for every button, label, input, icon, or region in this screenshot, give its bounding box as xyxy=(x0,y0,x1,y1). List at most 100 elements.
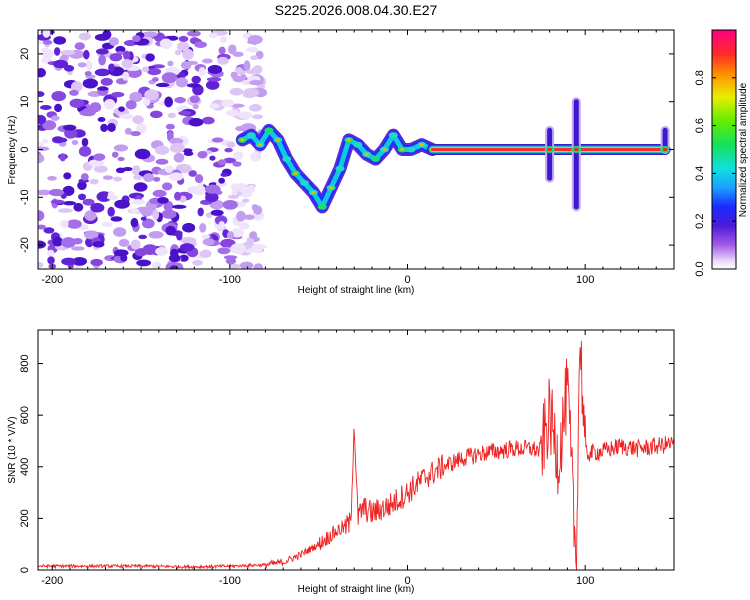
noise-blob xyxy=(38,240,46,249)
noise-blob xyxy=(61,237,76,248)
noise-blob xyxy=(228,44,237,55)
spike-center-core xyxy=(573,147,579,152)
noise-blob xyxy=(141,218,155,229)
noise-blob xyxy=(60,219,69,229)
noise-blob xyxy=(167,112,176,119)
noise-blob xyxy=(66,219,82,229)
noise-blob xyxy=(40,104,52,110)
x-tick-label: -200 xyxy=(41,274,63,286)
noise-blob xyxy=(247,184,256,194)
noise-blob xyxy=(192,104,199,110)
noise-blob xyxy=(112,176,123,182)
noise-blob xyxy=(233,151,244,160)
noise-blob xyxy=(249,80,264,86)
noise-blob xyxy=(223,157,237,164)
noise-blob xyxy=(58,208,73,213)
noise-blob xyxy=(205,80,220,90)
noise-blob xyxy=(136,259,152,267)
ridge-point-core xyxy=(275,138,280,142)
noise-blob xyxy=(38,114,47,125)
x-tick-label: -100 xyxy=(219,575,241,587)
noise-blob xyxy=(140,216,147,221)
noise-blob xyxy=(152,209,160,220)
spectrogram-frame xyxy=(37,29,675,270)
noise-blob xyxy=(250,151,262,162)
noise-blob xyxy=(117,156,125,162)
noise-blob xyxy=(202,58,213,64)
noise-blob xyxy=(38,189,52,196)
noise-blob xyxy=(48,188,65,197)
noise-blob xyxy=(123,40,138,47)
noise-blob xyxy=(194,174,204,184)
noise-blob xyxy=(197,181,204,193)
ridge-point-core xyxy=(329,186,334,190)
noise-blob xyxy=(155,247,168,256)
noise-blob xyxy=(155,145,170,155)
ridge-point xyxy=(406,146,416,153)
noise-blob xyxy=(132,165,141,176)
noise-blob xyxy=(252,114,264,120)
noise-blob xyxy=(56,137,68,143)
noise-blob xyxy=(186,83,201,88)
noise-blob xyxy=(175,77,189,88)
ridge-point-core xyxy=(293,172,298,175)
noise-blob xyxy=(149,199,159,204)
noise-blob xyxy=(220,100,235,107)
ridge-point-core xyxy=(240,138,245,142)
noise-blob xyxy=(84,210,97,221)
noise-blob xyxy=(187,185,201,195)
noise-blob xyxy=(107,190,115,200)
noise-blob xyxy=(236,210,246,222)
noise-blob xyxy=(63,124,77,131)
ridge-point-core xyxy=(258,143,263,147)
noise-blob xyxy=(243,60,251,72)
noise-blob xyxy=(38,261,44,268)
noise-blob xyxy=(107,206,115,217)
noise-blob xyxy=(157,197,169,204)
noise-blob xyxy=(119,113,133,120)
noise-blob xyxy=(218,220,225,231)
noise-blob xyxy=(191,75,201,84)
noise-blob xyxy=(246,69,256,75)
noise-blob xyxy=(174,49,182,56)
noise-blob xyxy=(164,165,174,173)
noise-blob xyxy=(186,30,201,37)
noise-blob xyxy=(168,254,181,263)
ridge-point-core xyxy=(311,191,316,194)
noise-blob xyxy=(246,46,259,53)
noise-blob xyxy=(84,70,92,77)
noise-blob xyxy=(100,123,108,132)
noise-blob xyxy=(161,209,177,219)
noise-blob xyxy=(171,204,187,209)
noise-blob xyxy=(220,172,229,177)
noise-blob xyxy=(73,202,84,212)
figure-title: S225.2026.008.04.30.E27 xyxy=(275,2,438,18)
noise-blob xyxy=(92,241,105,248)
noise-blob xyxy=(189,95,200,104)
noise-blob xyxy=(159,38,173,49)
noise-blob xyxy=(113,144,129,152)
noise-blob xyxy=(90,258,103,267)
noise-blob xyxy=(108,37,119,46)
noise-blob xyxy=(257,83,266,90)
noise-blob xyxy=(232,51,244,57)
noise-blob xyxy=(50,199,65,204)
noise-blob xyxy=(243,214,255,220)
colorbar-tick-label: 0.0 xyxy=(694,261,706,276)
noise-blob xyxy=(224,147,233,153)
spectrogram-plot-area xyxy=(38,30,671,269)
noise-blob xyxy=(155,158,169,165)
noise-blob xyxy=(61,257,77,266)
noise-blob xyxy=(38,91,45,98)
noise-blob xyxy=(98,54,106,66)
noise-blob xyxy=(222,199,238,210)
snr-frame xyxy=(37,329,675,571)
y-tick-label: 0 xyxy=(19,146,31,152)
noise-blob xyxy=(130,239,141,250)
snr-ylabel: SNR (10 * V/V) xyxy=(7,416,18,483)
noise-blob xyxy=(97,116,106,123)
noise-blob xyxy=(145,53,155,62)
ridge-point xyxy=(371,156,381,163)
ridge-point xyxy=(299,179,309,186)
noise-blob xyxy=(72,256,88,266)
